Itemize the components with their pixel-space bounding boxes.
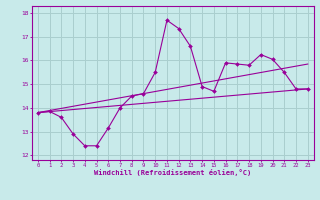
X-axis label: Windchill (Refroidissement éolien,°C): Windchill (Refroidissement éolien,°C) — [94, 169, 252, 176]
